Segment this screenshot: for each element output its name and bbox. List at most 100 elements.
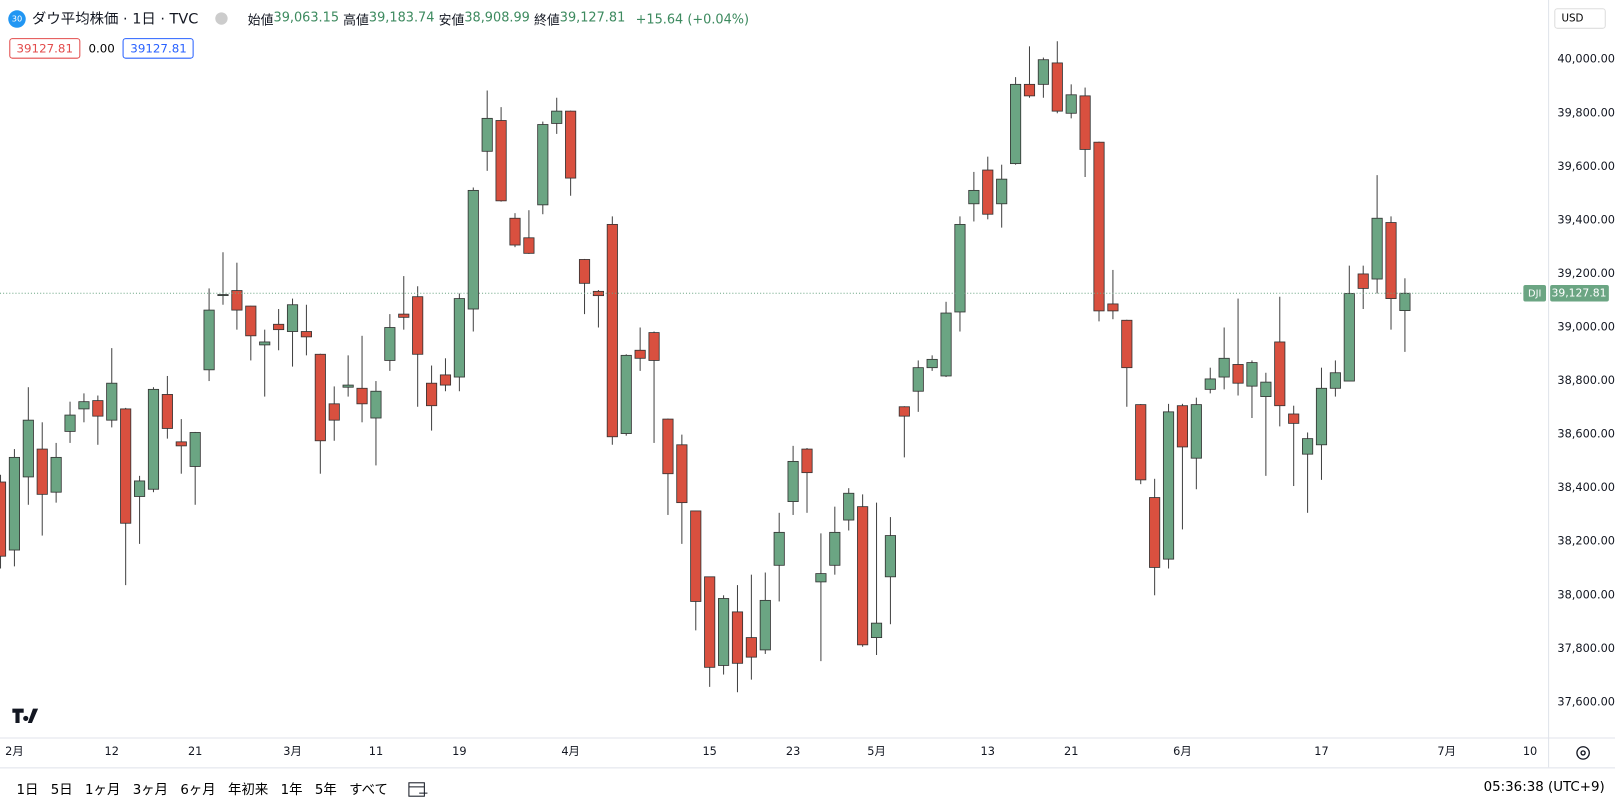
candle-body <box>273 323 285 331</box>
candle-body <box>773 531 785 566</box>
range-button[interactable]: 1日 <box>16 782 39 799</box>
candle-body <box>1190 404 1202 459</box>
ohlc-label: 高値 <box>343 11 369 28</box>
candle-body <box>245 305 257 337</box>
candle-body <box>1315 387 1328 446</box>
y-tick-label: 39,400.00 <box>1557 212 1615 226</box>
x-tick-label: 21 <box>1064 744 1078 758</box>
ohlc-value: 39,063.15 <box>273 8 340 25</box>
candle-body <box>676 444 688 504</box>
candle-body <box>22 419 34 478</box>
range-button[interactable]: 6ヶ月 <box>180 782 216 799</box>
candle-body <box>1149 497 1161 568</box>
candle-body <box>704 576 716 668</box>
settings-icon[interactable] <box>1576 746 1590 760</box>
legend: 30 ダウ平均株価 · 1日 · TVC 始値 39,063.15 高値 39,183… <box>8 8 753 29</box>
candle-body <box>1162 411 1175 560</box>
candle-body <box>829 531 841 566</box>
range-button[interactable]: 5日 <box>50 782 73 799</box>
candle-body <box>940 312 952 377</box>
candle-body <box>495 120 507 202</box>
candle-body <box>1246 362 1258 387</box>
candle-body <box>870 622 883 639</box>
candle-body <box>815 573 827 583</box>
last-price-label: 39,127.81 <box>1552 286 1607 299</box>
range-button[interactable]: 5年 <box>314 782 337 799</box>
candle-body <box>857 506 869 646</box>
input-box[interactable]: 39127.81 <box>9 38 81 59</box>
candle-body <box>426 382 438 407</box>
x-tick-label: 6月 <box>1173 744 1192 758</box>
x-tick-label: 17 <box>1314 744 1328 758</box>
x-tick-label: 13 <box>981 744 995 758</box>
input-box[interactable]: 39127.81 <box>123 38 195 59</box>
range-button[interactable]: 1ヶ月 <box>85 782 121 799</box>
candle-body <box>1232 364 1244 384</box>
candle-body <box>982 169 994 215</box>
candle-body <box>731 611 744 664</box>
candle-body <box>1357 273 1369 289</box>
candle-body <box>175 441 187 447</box>
x-tick-label: 15 <box>702 744 716 758</box>
candle-body <box>106 382 118 421</box>
candle-body <box>1260 381 1272 398</box>
candle-body <box>634 349 646 359</box>
range-button[interactable]: すべて <box>349 782 388 799</box>
symbol-title: ダウ平均株価 · 1日 · TVC <box>31 11 199 28</box>
candle-body <box>8 456 20 551</box>
ohlc-value: 39,183.74 <box>368 8 435 25</box>
ohlc-value: 39,127.81 <box>559 8 626 25</box>
candle-body <box>606 223 618 438</box>
candle-body <box>398 313 410 318</box>
x-tick-label: 4月 <box>561 744 580 758</box>
candle-body <box>300 331 312 338</box>
x-tick-label: 12 <box>105 744 119 758</box>
ranges: 1日 5日 1ヶ月 3ヶ月 6ヶ月 年初来 1年 5年 すべて <box>0 779 387 799</box>
candle-body <box>314 353 326 442</box>
x-tick-label: 11 <box>369 744 383 758</box>
x-tick-label: 23 <box>786 744 800 758</box>
clock: 05:36:38 (UTC+9) <box>1483 779 1605 796</box>
tv-logo <box>12 708 39 724</box>
candle-body <box>926 358 938 369</box>
candle-body <box>1371 217 1383 280</box>
candle-body <box>1274 341 1286 407</box>
candle-body <box>36 448 48 495</box>
range-button[interactable]: 3ヶ月 <box>132 782 169 799</box>
ohlc-label: 始値 <box>247 11 274 28</box>
candle-body <box>1385 222 1397 299</box>
candle-body <box>50 456 62 493</box>
candle-body <box>509 217 521 246</box>
candle-body <box>1329 372 1341 389</box>
date-range-icon[interactable] <box>406 778 429 799</box>
candle-body <box>120 408 132 524</box>
x-tick-label: 19 <box>452 744 466 758</box>
candle-body <box>898 406 910 417</box>
range-button[interactable]: 1年 <box>280 782 303 799</box>
y-tick-label: 39,600.00 <box>1557 159 1615 173</box>
candle-body <box>92 400 104 417</box>
candle-body <box>620 354 632 434</box>
currency-select[interactable]: USD <box>1554 8 1606 29</box>
candle-body <box>342 384 354 388</box>
candle-body <box>912 367 924 392</box>
candle-body <box>78 401 90 410</box>
candle-body <box>259 341 271 346</box>
candle-body <box>1121 319 1133 369</box>
candle-body <box>1288 413 1300 424</box>
change: +15.64 (+0.04%) <box>635 10 750 27</box>
y-tick-label: 39,000.00 <box>1557 320 1615 334</box>
candle-body <box>1399 292 1411 312</box>
symbol-tag: DJI <box>1528 288 1541 299</box>
candle-body <box>161 394 173 429</box>
candle-body <box>718 598 730 666</box>
candle-body <box>370 390 382 419</box>
range-button[interactable]: 年初来 <box>228 782 269 799</box>
ohlc-label: 終値 <box>533 11 560 28</box>
candle-body <box>648 332 660 361</box>
candle-body <box>996 178 1008 205</box>
candle-body <box>1135 404 1147 481</box>
y-tick-label: 38,600.00 <box>1557 427 1615 441</box>
candle-body <box>147 388 160 490</box>
